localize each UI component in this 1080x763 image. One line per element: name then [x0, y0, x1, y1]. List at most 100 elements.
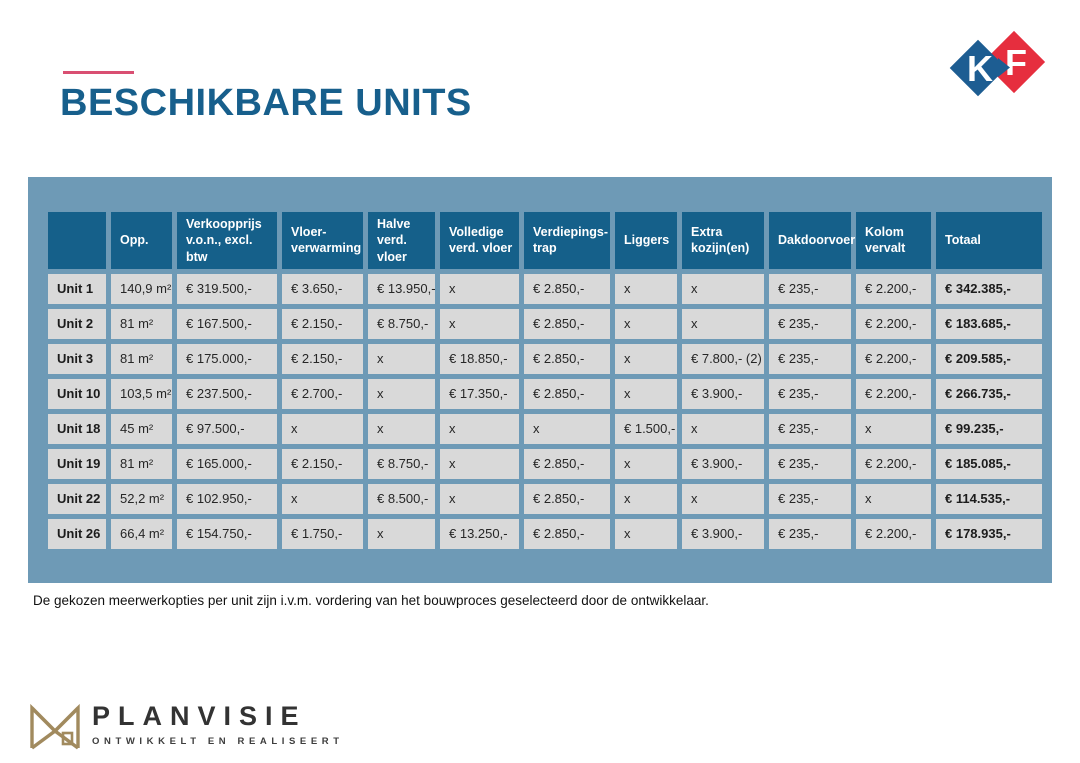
table-cell: x — [615, 483, 677, 514]
footnote: De gekozen meerwerkopties per unit zijn … — [33, 593, 709, 608]
unit-name-cell: Unit 19 — [48, 448, 106, 479]
column-header — [48, 212, 106, 269]
table-cell: x — [440, 413, 519, 444]
unit-name-cell: Unit 18 — [48, 413, 106, 444]
table-cell: x — [615, 448, 677, 479]
table-cell: € 114.535,- — [936, 483, 1042, 514]
table-cell: € 1.750,- — [282, 518, 363, 549]
table-cell: € 3.650,- — [282, 273, 363, 304]
table-cell: 52,2 m² — [111, 483, 172, 514]
table-cell: x — [282, 483, 363, 514]
table-cell: € 2.850,- — [524, 273, 610, 304]
column-header: Dakdoorvoer — [769, 212, 855, 269]
table-row: Unit 26 66,4 m² € 154.750,- € 1.750,- x € 13.… — [48, 518, 1042, 549]
table-cell: 81 m² — [111, 343, 172, 374]
table-cell: 66,4 m² — [111, 518, 172, 549]
table-cell: x — [615, 343, 677, 374]
table-cell: € 183.685,- — [936, 308, 1042, 339]
svg-text:F: F — [1005, 42, 1027, 83]
table-cell: x — [282, 413, 363, 444]
table-cell: € 8.750,- — [368, 308, 435, 339]
table-cell: x — [856, 413, 931, 444]
table-cell: x — [440, 273, 519, 304]
planvisie-logo: PLANVISIE ONTWIKKELT EN REALISEERT — [30, 700, 344, 750]
table-cell: € 2.150,- — [282, 308, 363, 339]
table-cell: 45 m² — [111, 413, 172, 444]
table-cell: € 342.385,- — [936, 273, 1042, 304]
table-cell: x — [856, 483, 931, 514]
table-cell: x — [440, 448, 519, 479]
table-cell: 81 m² — [111, 448, 172, 479]
table-cell: x — [615, 273, 677, 304]
table-cell: € 235,- — [769, 448, 851, 479]
table-cell: x — [615, 378, 677, 409]
table-cell: x — [682, 483, 764, 514]
column-header: Totaal — [936, 212, 1042, 269]
table-cell: € 2.850,- — [524, 483, 610, 514]
table-cell: € 3.900,- — [682, 518, 764, 549]
table-cell: € 2.850,- — [524, 343, 610, 374]
table-cell: 103,5 m² — [111, 378, 172, 409]
kf-logo: F K — [946, 30, 1052, 106]
table-cell: € 13.950,- — [368, 273, 435, 304]
table-cell: € 235,- — [769, 413, 851, 444]
column-header: Opp. — [111, 212, 172, 269]
table-cell: € 2.200,- — [856, 518, 931, 549]
table-cell: € 237.500,- — [177, 378, 277, 409]
table-cell: € 154.750,- — [177, 518, 277, 549]
table-cell: € 235,- — [769, 378, 851, 409]
table-cell: € 266.735,- — [936, 378, 1042, 409]
table-cell: x — [368, 378, 435, 409]
table-cell: € 235,- — [769, 343, 851, 374]
table-header-row: Opp. Verkoopprijs v.o.n., excl. btw Vloer-… — [48, 212, 1042, 269]
table-cell: € 2.850,- — [524, 448, 610, 479]
column-header: Extra kozijn(en) — [682, 212, 764, 269]
table-cell: x — [524, 413, 610, 444]
table-cell: x — [615, 308, 677, 339]
table-cell: x — [682, 273, 764, 304]
column-header: Kolom vervalt — [856, 212, 931, 269]
table-cell: € 2.150,- — [282, 448, 363, 479]
table-cell: € 3.900,- — [682, 378, 764, 409]
column-header: Volledige verd. vloer — [440, 212, 519, 269]
column-header: Verkoopprijs v.o.n., excl. btw — [177, 212, 277, 269]
table-row: Unit 19 81 m² € 165.000,- € 2.150,- € 8.750,… — [48, 448, 1042, 479]
table-cell: € 2.200,- — [856, 448, 931, 479]
table-cell: € 99.235,- — [936, 413, 1042, 444]
table-cell: € 2.850,- — [524, 518, 610, 549]
kf-logo-icon: F K — [949, 30, 1046, 97]
unit-name-cell: Unit 1 — [48, 273, 106, 304]
table-cell: € 235,- — [769, 308, 851, 339]
table-cell: € 18.850,- — [440, 343, 519, 374]
table-cell: € 235,- — [769, 273, 851, 304]
table-cell: € 2.150,- — [282, 343, 363, 374]
table-cell: x — [682, 413, 764, 444]
planvisie-name: PLANVISIE — [92, 701, 307, 731]
table-cell: x — [368, 343, 435, 374]
table-cell: € 175.000,- — [177, 343, 277, 374]
table-cell: € 319.500,- — [177, 273, 277, 304]
table-cell: € 8.500,- — [368, 483, 435, 514]
table-cell: € 2.850,- — [524, 308, 610, 339]
units-table: Opp. Verkoopprijs v.o.n., excl. btw Vloer-… — [43, 207, 1047, 554]
title-accent-line — [63, 71, 134, 74]
unit-name-cell: Unit 10 — [48, 378, 106, 409]
units-table-body: Unit 1 140,9 m² € 319.500,- € 3.650,- € 13.9… — [48, 273, 1042, 549]
table-row: Unit 22 52,2 m² € 102.950,- x € 8.500,- x € 2.… — [48, 483, 1042, 514]
table-cell: x — [368, 413, 435, 444]
page-title: BESCHIKBARE UNITS — [60, 82, 472, 124]
units-panel: Opp. Verkoopprijs v.o.n., excl. btw Vloer-… — [28, 177, 1052, 583]
table-cell: € 2.200,- — [856, 273, 931, 304]
table-cell: € 102.950,- — [177, 483, 277, 514]
table-row: Unit 18 45 m² € 97.500,- x x x x € 1.500,- x € 23… — [48, 413, 1042, 444]
table-cell: 140,9 m² — [111, 273, 172, 304]
table-cell: x — [682, 308, 764, 339]
planvisie-tagline: ONTWIKKELT EN REALISEERT — [92, 736, 344, 747]
table-cell: € 178.935,- — [936, 518, 1042, 549]
table-cell: € 1.500,- — [615, 413, 677, 444]
table-cell: 81 m² — [111, 308, 172, 339]
table-cell: € 2.200,- — [856, 308, 931, 339]
column-header: Liggers — [615, 212, 677, 269]
table-cell: € 2.700,- — [282, 378, 363, 409]
table-row: Unit 3 81 m² € 175.000,- € 2.150,- x € 18.850… — [48, 343, 1042, 374]
